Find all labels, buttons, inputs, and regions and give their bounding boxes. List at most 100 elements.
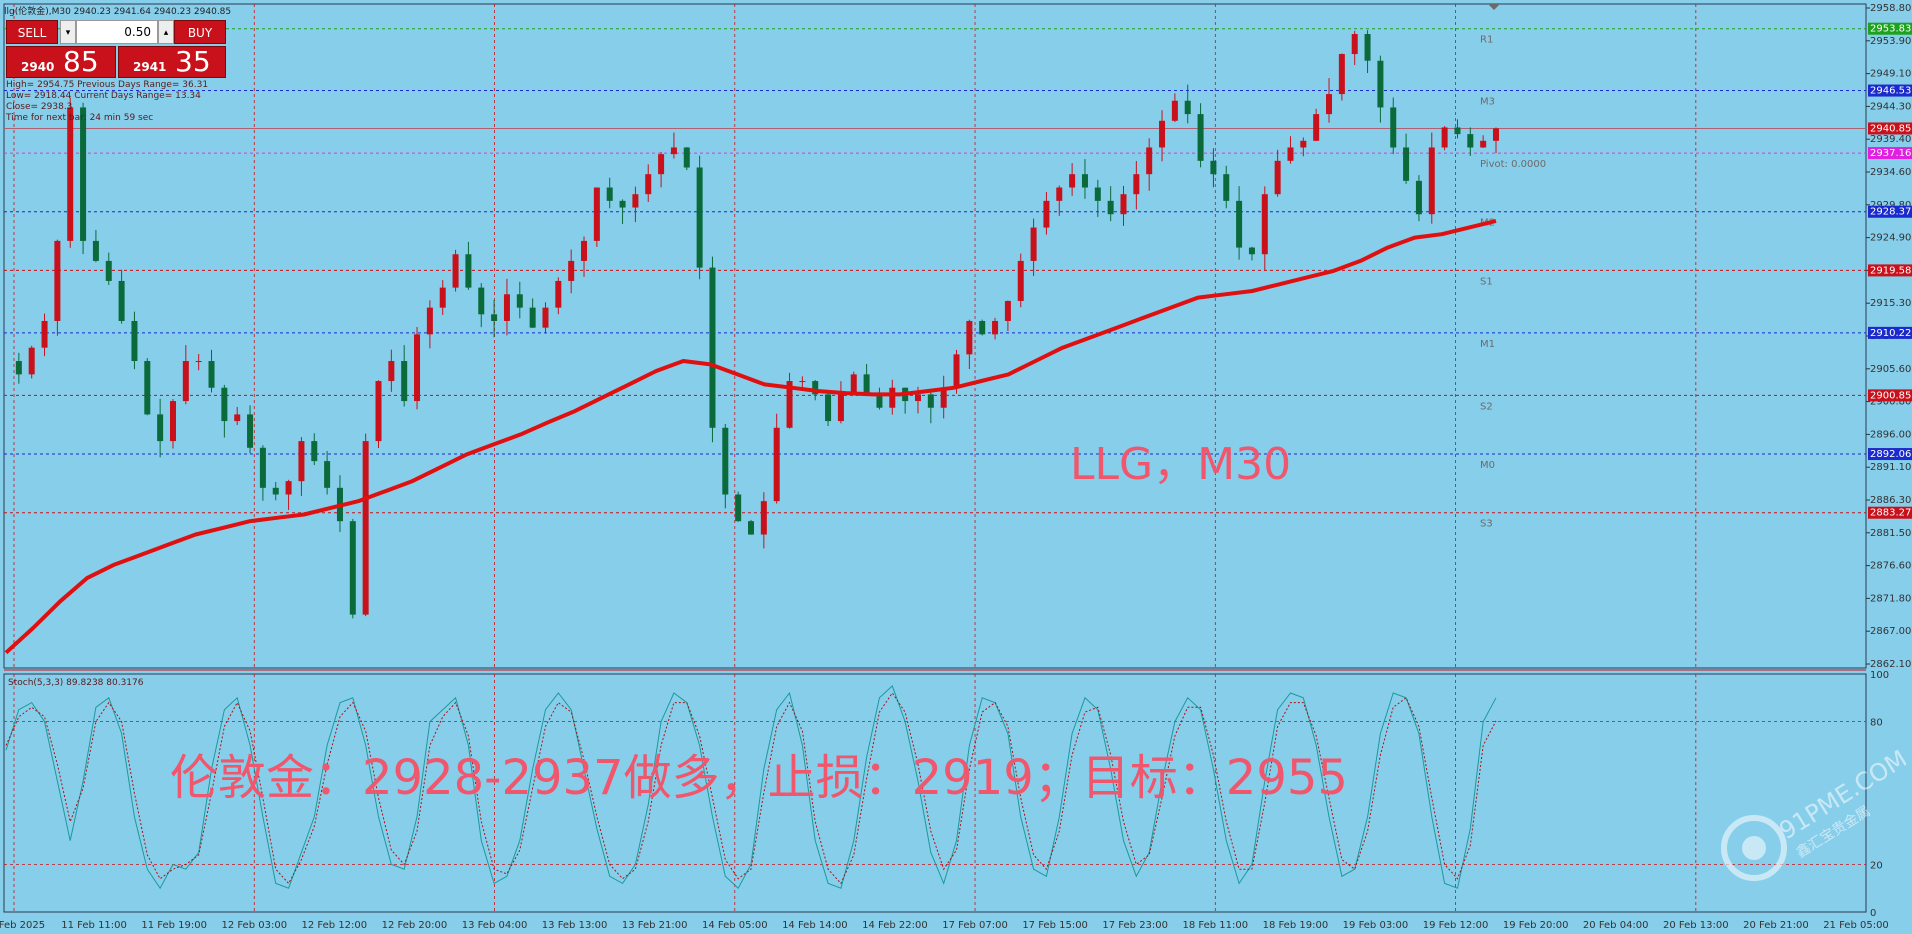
candle-body — [1428, 147, 1435, 215]
buy-button[interactable]: BUY — [174, 20, 226, 44]
candle-body — [439, 287, 446, 308]
x-tick-label: 12 Feb 03:00 — [221, 920, 287, 931]
candle-body — [118, 280, 125, 321]
pivot-level-name: M1 — [1480, 339, 1495, 350]
candle-body — [940, 387, 947, 408]
candle-body — [1043, 200, 1050, 228]
info-line-close: Close= 2938.3 — [6, 102, 73, 112]
price-level-tag — [1868, 147, 1912, 160]
sell-price-box[interactable]: 2940 85 — [6, 45, 116, 78]
candle-body — [41, 320, 48, 348]
x-tick-label: 13 Feb 13:00 — [542, 920, 608, 931]
x-tick-label: 11 Feb 2025 — [0, 920, 45, 931]
pivot-level-name: S1 — [1480, 276, 1493, 287]
candle-body — [324, 461, 331, 488]
price-level-tag — [1868, 506, 1912, 519]
candle-body — [606, 187, 613, 201]
candle-body — [914, 394, 921, 402]
candle-body — [298, 441, 305, 482]
price-level-label: 2900.85 — [1870, 390, 1911, 401]
candle-body — [927, 394, 934, 408]
x-tick-label: 18 Feb 11:00 — [1182, 920, 1248, 931]
candle-body — [1300, 140, 1307, 148]
candle-body — [401, 361, 408, 402]
x-tick-label: 18 Feb 19:00 — [1263, 920, 1329, 931]
candle-body — [709, 267, 716, 428]
candle-body — [1467, 134, 1474, 148]
stoch-y-tick-label: 100 — [1870, 670, 1889, 681]
info-line-next-bar: Time for next bar: 24 min 59 sec — [6, 113, 154, 123]
candle-body — [1493, 128, 1499, 141]
stoch-y-tick-label: 80 — [1870, 718, 1883, 729]
candle-body — [80, 107, 87, 241]
candle-body — [529, 307, 536, 328]
price-level-label: 2928.37 — [1870, 207, 1911, 218]
candle-body — [632, 194, 639, 208]
candle-body — [92, 240, 99, 261]
y-tick-label: 2876.60 — [1870, 561, 1911, 572]
stoch-y-tick-label: 20 — [1870, 860, 1883, 871]
candle-body — [234, 414, 241, 422]
candle-body — [581, 240, 588, 261]
x-tick-label: 19 Feb 20:00 — [1503, 920, 1569, 931]
lot-size-input[interactable]: 0.50 — [76, 20, 158, 44]
price-level-label: 2937.16 — [1870, 148, 1911, 159]
candle-body — [221, 387, 228, 422]
x-tick-label: 21 Feb 05:00 — [1823, 920, 1889, 931]
candle-body — [362, 441, 369, 615]
x-tick-label: 19 Feb 12:00 — [1423, 920, 1489, 931]
x-tick-label: 17 Feb 07:00 — [942, 920, 1008, 931]
pivot-level-name: S3 — [1480, 519, 1493, 530]
candle-body — [1004, 300, 1011, 321]
candle-body — [1261, 194, 1268, 255]
y-tick-label: 2939.40 — [1870, 134, 1911, 145]
candle-body — [735, 494, 742, 522]
candle-body — [503, 294, 510, 321]
x-tick-label: 14 Feb 14:00 — [782, 920, 848, 931]
sell-price-small: 2940 — [21, 60, 55, 74]
candle-body — [658, 154, 665, 175]
candle-body — [1056, 187, 1063, 201]
candle-body — [1017, 260, 1024, 301]
candle-body — [1274, 160, 1281, 195]
y-tick-label: 2915.30 — [1870, 298, 1911, 309]
candle-body — [426, 307, 433, 335]
candle-body — [169, 401, 176, 442]
price-level-label: 2953.83 — [1870, 24, 1911, 35]
candle-body — [414, 334, 421, 402]
y-tick-label: 2949.10 — [1870, 69, 1911, 80]
price-level-tag — [1868, 22, 1912, 35]
lot-increase-button[interactable]: ▴ — [158, 20, 174, 44]
price-level-label: 2883.27 — [1870, 508, 1911, 519]
candle-body — [1338, 54, 1345, 95]
buy-price-box[interactable]: 2941 35 — [118, 45, 226, 78]
y-tick-label: 2944.30 — [1870, 101, 1911, 112]
pivot-level-name: R1 — [1480, 35, 1493, 46]
lot-decrease-button[interactable]: ▾ — [60, 20, 76, 44]
candle-body — [619, 200, 626, 208]
candle-body — [67, 107, 74, 241]
candle-body — [272, 487, 279, 495]
candle-body — [259, 447, 266, 488]
range-info: High= 2954.75 Previous Days Range= 36.31… — [6, 80, 286, 124]
sell-price-big: 85 — [63, 45, 99, 78]
stoch-panel-frame — [3, 673, 1867, 913]
price-level-label: 2946.53 — [1870, 86, 1911, 97]
candle-body — [247, 414, 254, 448]
price-level-tag — [1868, 389, 1912, 402]
candle-body — [516, 294, 523, 308]
x-tick-label: 11 Feb 19:00 — [141, 920, 207, 931]
candle-body — [555, 280, 562, 308]
candle-body — [1184, 100, 1191, 115]
stoch-main-line — [5, 685, 1497, 890]
sell-button[interactable]: SELL — [6, 20, 58, 44]
candle-body — [1454, 127, 1461, 135]
price-level-label: 2940.85 — [1870, 123, 1911, 134]
one-click-trading-panel: SELL ▾ 0.50 ▴ BUY 2940 85 2941 35 — [6, 20, 226, 80]
price-level-tag — [1868, 264, 1912, 277]
candle-body — [15, 361, 22, 375]
candle-body — [1107, 200, 1114, 215]
candle-body — [812, 381, 819, 395]
